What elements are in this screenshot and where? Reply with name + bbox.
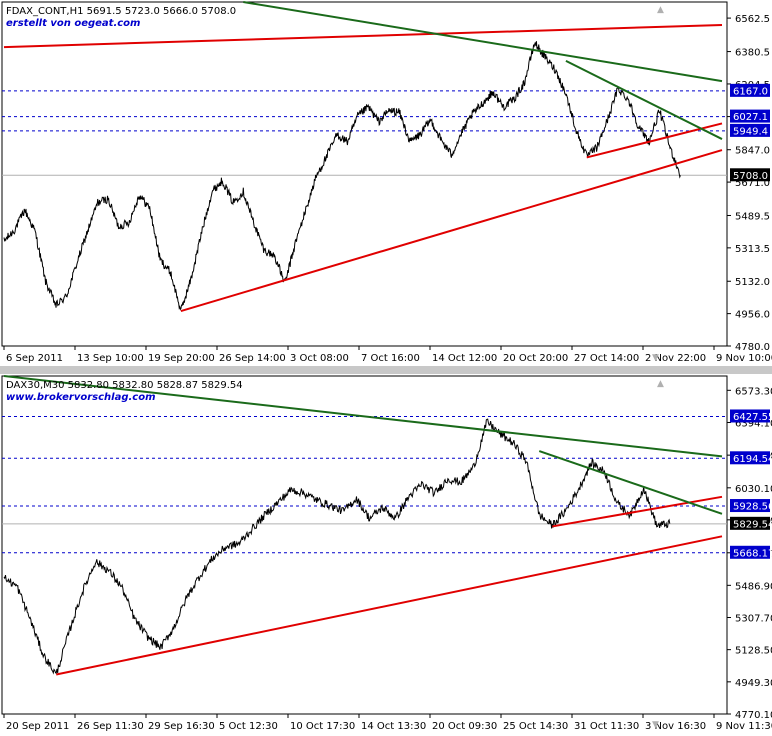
level-price-tag xyxy=(730,451,770,465)
level-price-tag xyxy=(730,545,770,559)
y-tick-label: 6380.5 xyxy=(735,48,770,59)
level-price-tag xyxy=(730,109,770,123)
y-tick-label: 4770.10 xyxy=(735,710,772,721)
red-trendline[interactable] xyxy=(586,122,723,159)
price-series xyxy=(3,41,681,311)
x-tick-label: 13 Sep 10:00 xyxy=(77,353,144,364)
level-price-tag xyxy=(730,409,770,423)
y-tick-label: 6562.5 xyxy=(735,14,770,25)
y-tick-label: 4956.0 xyxy=(735,310,770,321)
fdax-chart-panel: 6562.56380.56204.56027.15847.05671.05489… xyxy=(1,1,772,364)
scroll-indicator-icon[interactable]: ▼ xyxy=(652,353,659,363)
price-series xyxy=(3,418,671,675)
red-trendline[interactable] xyxy=(552,495,723,528)
chart-header: DAX30,M30 5832.80 5832.80 5828.87 5829.5… xyxy=(6,380,243,391)
plot-frame xyxy=(1,375,728,715)
current-price-tag xyxy=(730,516,770,530)
y-tick-label: 5847.0 xyxy=(735,146,770,157)
red-trendline[interactable] xyxy=(180,149,723,313)
x-tick-label: 10 Oct 17:30 xyxy=(290,721,355,732)
x-tick-label: 9 Nov 10:00 xyxy=(716,353,772,364)
red-trendline[interactable] xyxy=(56,535,723,676)
y-tick-label: 5489.5 xyxy=(735,211,770,222)
brand-label: www.brokervorschlag.com xyxy=(6,392,156,403)
x-tick-label: 25 Oct 14:30 xyxy=(503,721,568,732)
y-tick-label: 4780.0 xyxy=(735,342,770,353)
x-tick-label: 3 Nov 16:30 xyxy=(645,721,706,732)
y-tick-label: 5128.50 xyxy=(735,646,772,657)
level-price-label: 6027.1 xyxy=(733,112,768,123)
x-tick-label: 26 Sep 14:00 xyxy=(219,353,286,364)
level-price-label: 5949.4 xyxy=(733,126,768,137)
x-tick-label: 6 Sep 2011 xyxy=(6,353,63,364)
x-tick-label: 20 Oct 09:30 xyxy=(432,721,497,732)
green-trendline[interactable] xyxy=(538,450,723,515)
green-trendline[interactable] xyxy=(243,1,723,83)
y-tick-label: 4949.30 xyxy=(735,678,772,689)
level-price-label: 6194.54 xyxy=(733,454,772,465)
green-trendline[interactable] xyxy=(3,375,723,458)
level-price-label: 5928.56 xyxy=(733,502,772,513)
y-tick-label: 6394.10 xyxy=(735,418,772,429)
x-tick-label: 3 Oct 08:00 xyxy=(290,353,349,364)
x-tick-label: 27 Oct 14:00 xyxy=(574,353,639,364)
brand-label: erstellt von oegeat.com xyxy=(6,18,140,29)
x-tick-label: 29 Sep 16:30 xyxy=(148,721,215,732)
x-tick-label: 26 Sep 11:30 xyxy=(77,721,144,732)
y-tick-label: 6573.30 xyxy=(735,386,772,397)
level-price-label: 6167.0 xyxy=(733,86,768,97)
window-separator[interactable] xyxy=(0,366,772,374)
scroll-indicator-icon[interactable]: ▼ xyxy=(652,720,659,730)
plot-frame xyxy=(1,1,728,347)
y-tick-label: 6030.10 xyxy=(735,484,772,495)
current-price-label: 5829.54 xyxy=(733,519,772,530)
red-trendline[interactable] xyxy=(3,23,723,49)
x-tick-label: 2 Nov 22:00 xyxy=(645,353,706,364)
y-tick-label: 5132.0 xyxy=(735,277,770,288)
current-price-tag xyxy=(730,168,770,182)
x-tick-label: 31 Oct 11:30 xyxy=(574,721,639,732)
level-price-label: 6427.55 xyxy=(733,412,772,423)
level-price-tag xyxy=(730,83,770,97)
y-tick-label: 5671.0 xyxy=(735,178,770,189)
scroll-indicator-icon[interactable]: ▲ xyxy=(657,5,664,15)
x-tick-label: 9 Nov 11:30 xyxy=(716,721,772,732)
chart-header: FDAX_CONT,H1 5691.5 5723.0 5666.0 5708.0 xyxy=(6,6,236,17)
x-tick-label: 14 Oct 13:30 xyxy=(361,721,426,732)
x-tick-label: 19 Sep 20:00 xyxy=(148,353,215,364)
x-tick-label: 20 Oct 20:00 xyxy=(503,353,568,364)
y-tick-label: 5486.90 xyxy=(735,581,772,592)
scroll-indicator-icon[interactable]: ▲ xyxy=(657,379,664,389)
level-price-label: 5668.17 xyxy=(733,548,772,559)
dax30-chart-panel: 6573.306394.106212.106030.105851.805668.… xyxy=(1,375,772,732)
green-trendline[interactable] xyxy=(565,59,723,140)
y-tick-label: 5313.5 xyxy=(735,244,770,255)
x-tick-label: 5 Oct 12:30 xyxy=(219,721,278,732)
level-price-tag xyxy=(730,123,770,137)
x-tick-label: 14 Oct 12:00 xyxy=(432,353,497,364)
level-price-tag xyxy=(730,499,770,513)
x-tick-label: 7 Oct 16:00 xyxy=(361,353,420,364)
y-tick-label: 5307.70 xyxy=(735,613,772,624)
current-price-label: 5708.0 xyxy=(733,171,768,182)
x-tick-label: 20 Sep 2011 xyxy=(6,721,69,732)
